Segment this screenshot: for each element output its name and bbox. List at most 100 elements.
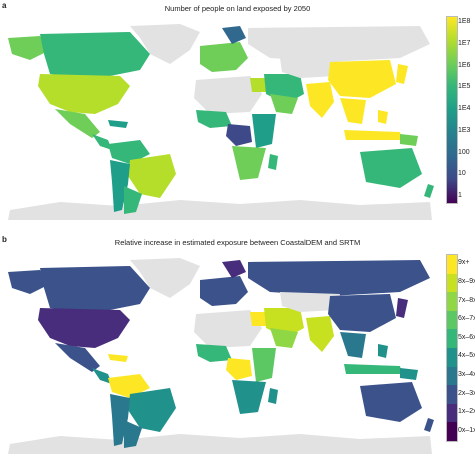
greenland	[130, 24, 200, 64]
arabian-peninsula	[270, 328, 298, 348]
panel-a-legend-tick: 1E5	[458, 83, 471, 91]
india	[306, 82, 334, 118]
central-asia	[280, 292, 340, 312]
panel-a-legend-tick: 100	[458, 148, 470, 156]
west-south-america	[110, 160, 130, 212]
panel-a-legend-tick: 1E3	[458, 126, 471, 134]
russia	[248, 26, 430, 62]
southern-africa	[232, 146, 266, 180]
madagascar	[268, 154, 278, 170]
alaska	[8, 270, 50, 294]
north-africa	[194, 76, 262, 114]
scandinavia	[222, 26, 246, 44]
panel-a-letter: a	[2, 1, 7, 10]
panel-b-colorbar-segment	[447, 422, 457, 441]
caribbean	[108, 120, 128, 128]
philippines	[378, 110, 388, 124]
central-america	[92, 134, 112, 150]
panel-b-colorbar-segment	[447, 403, 457, 423]
panel-a-legend-tick: 1	[458, 192, 462, 199]
central-africa	[226, 358, 252, 380]
central-asia	[280, 58, 340, 78]
madagascar	[268, 388, 278, 404]
panel-a-title: Number of people on land exposed by 2050	[164, 4, 311, 13]
new-zealand	[424, 418, 434, 432]
brazil	[128, 388, 176, 432]
panel-b-title: Relative increase in estimated exposure …	[114, 238, 361, 247]
west-africa	[196, 344, 232, 362]
mexico	[55, 109, 100, 138]
australia	[360, 382, 422, 422]
panel-b-world-map	[8, 258, 434, 454]
canada	[40, 32, 150, 78]
southern-africa	[232, 380, 266, 414]
canada	[40, 266, 150, 312]
panel-b-legend-tick: 9x+	[458, 259, 470, 267]
panel-b-legend-tick: 4x–5x	[458, 352, 475, 360]
argentina	[124, 186, 142, 214]
europe	[200, 42, 248, 72]
panel-b-legend-tick: 0x–1x	[458, 426, 475, 434]
antarctica	[8, 434, 432, 454]
central-africa	[226, 124, 252, 146]
panel-b-colorbar-segment	[447, 329, 457, 348]
panel-b-letter: b	[2, 235, 7, 244]
panel-a-legend-tick: 1E6	[458, 61, 471, 69]
southeast-asia	[340, 332, 366, 358]
japan	[396, 298, 408, 318]
east-africa	[252, 114, 276, 148]
panel-b-colorbar-segment	[447, 385, 457, 404]
china	[328, 294, 396, 332]
central-america	[92, 368, 112, 384]
new-zealand	[424, 184, 434, 198]
panel-a-legend-tick: 10	[458, 170, 466, 178]
panel-b-colorbar-segments	[447, 255, 457, 441]
antarctica	[8, 200, 432, 220]
russia	[248, 260, 430, 296]
greenland	[130, 258, 200, 298]
panel-b-legend-tick: 2x–3x	[458, 389, 475, 397]
papua	[400, 134, 418, 146]
southeast-asia	[340, 98, 366, 124]
egypt	[250, 312, 266, 326]
panel-b-legend-tick: 6x–7x	[458, 315, 475, 323]
panel-a-legend-tick: 1E4	[458, 105, 471, 112]
panel-a-legend-tick: 1E7	[458, 39, 471, 47]
indonesia	[344, 130, 402, 140]
alaska	[8, 36, 50, 60]
china	[328, 60, 396, 98]
north-south-america	[108, 374, 150, 398]
egypt	[250, 78, 266, 92]
panel-b-legend-tick: 7x–8x	[458, 296, 475, 304]
argentina	[124, 420, 142, 448]
panel-b-legend-tick: 1x–2x	[458, 408, 475, 416]
panel-a-legend-tick: 1E8	[458, 18, 471, 25]
east-africa	[252, 348, 276, 382]
panel-b-colorbar-segment	[447, 310, 457, 330]
panel-b-colorbar-segment	[447, 366, 457, 386]
panel-b-colorbar-segment	[447, 292, 457, 311]
panel-b-colorbar-segment	[447, 273, 457, 293]
scandinavia	[222, 260, 246, 278]
arabian-peninsula	[270, 94, 298, 114]
indonesia	[344, 364, 402, 374]
india	[306, 316, 334, 352]
panel-b-legend-tick: 8x–9x	[458, 277, 475, 285]
panel-b-colorbar-segment	[447, 255, 457, 274]
usa	[38, 74, 130, 114]
north-south-america	[108, 140, 150, 164]
panel-a-colorbar	[446, 16, 458, 204]
australia	[360, 148, 422, 188]
panel-b-legend-tick: 5x–6x	[458, 333, 475, 341]
panel-b-colorbar	[446, 254, 458, 442]
papua	[400, 368, 418, 380]
panel-b-legend-tick: 3x–4x	[458, 370, 475, 378]
usa	[38, 308, 130, 348]
japan	[396, 64, 408, 84]
west-south-america	[110, 394, 130, 446]
north-africa	[194, 310, 262, 348]
panel-b-colorbar-segment	[447, 347, 457, 367]
mexico	[55, 343, 100, 372]
panel-a-world-map	[8, 24, 434, 220]
philippines	[378, 344, 388, 358]
